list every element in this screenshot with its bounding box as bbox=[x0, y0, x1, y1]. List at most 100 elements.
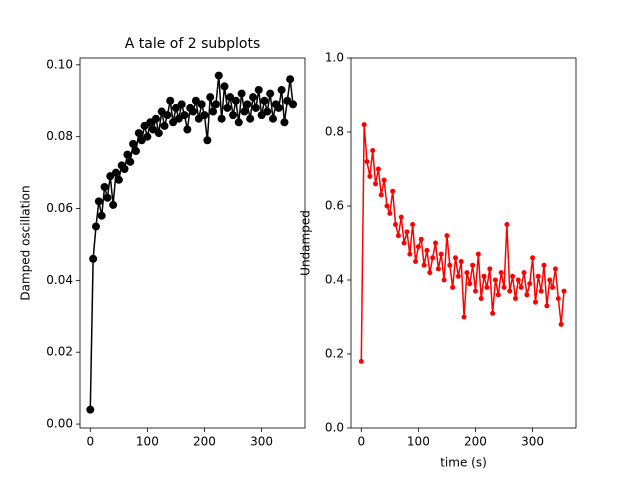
marker bbox=[461, 314, 467, 320]
y-tick-label: 0.6 bbox=[325, 199, 344, 213]
y-tick-label: 0.02 bbox=[46, 345, 73, 359]
marker bbox=[395, 233, 401, 239]
marker bbox=[561, 288, 567, 294]
chart-title: A tale of 2 subplots bbox=[125, 36, 261, 52]
marker bbox=[203, 136, 212, 145]
series-line bbox=[89, 75, 294, 410]
marker bbox=[131, 147, 140, 156]
marker bbox=[384, 203, 390, 209]
marker bbox=[123, 150, 132, 159]
marker bbox=[234, 118, 243, 127]
marker bbox=[97, 211, 106, 220]
marker bbox=[277, 85, 286, 94]
marker bbox=[154, 129, 163, 138]
marker bbox=[174, 114, 183, 123]
marker bbox=[510, 273, 516, 279]
x-axis-label: time (s) bbox=[440, 456, 487, 470]
x-tick-label: 0 bbox=[357, 435, 365, 449]
marker bbox=[266, 89, 275, 98]
marker bbox=[430, 255, 436, 261]
marker bbox=[504, 222, 510, 227]
marker bbox=[214, 71, 223, 80]
marker bbox=[404, 229, 410, 235]
marker bbox=[103, 193, 112, 202]
y-tick-label: 0.8 bbox=[325, 125, 344, 139]
marker bbox=[481, 273, 487, 279]
marker bbox=[146, 118, 155, 127]
marker bbox=[547, 277, 553, 283]
marker bbox=[444, 233, 450, 239]
marker bbox=[487, 266, 493, 272]
marker bbox=[91, 222, 100, 231]
marker bbox=[390, 188, 396, 194]
marker bbox=[530, 255, 536, 261]
marker bbox=[263, 107, 272, 116]
marker bbox=[166, 96, 175, 105]
y-tick-label: 0.00 bbox=[46, 417, 73, 431]
marker bbox=[120, 165, 129, 173]
marker bbox=[111, 168, 120, 177]
marker bbox=[484, 284, 490, 290]
marker bbox=[229, 111, 238, 120]
marker bbox=[106, 172, 115, 181]
marker bbox=[151, 114, 160, 123]
marker bbox=[501, 284, 507, 290]
y-axis-label: Undamped bbox=[299, 210, 313, 276]
marker bbox=[535, 273, 541, 279]
marker bbox=[393, 222, 399, 227]
marker bbox=[197, 100, 206, 109]
marker bbox=[86, 405, 95, 414]
marker bbox=[134, 129, 143, 138]
marker bbox=[231, 96, 240, 105]
marker bbox=[421, 262, 427, 268]
x-tick-label: 300 bbox=[250, 435, 273, 449]
y-tick-label: 0.08 bbox=[46, 129, 73, 143]
marker bbox=[467, 281, 473, 287]
marker bbox=[427, 270, 433, 276]
marker bbox=[527, 281, 533, 287]
marker bbox=[246, 114, 255, 123]
marker bbox=[149, 125, 158, 134]
marker bbox=[458, 259, 464, 264]
marker bbox=[492, 277, 498, 283]
marker bbox=[109, 200, 118, 209]
marker bbox=[183, 125, 192, 134]
y-tick-label: 0.06 bbox=[46, 201, 73, 215]
y-tick-label: 0.10 bbox=[46, 57, 73, 71]
y-tick-label: 0.2 bbox=[325, 347, 344, 361]
marker bbox=[260, 96, 269, 105]
marker bbox=[413, 259, 419, 264]
marker bbox=[407, 251, 413, 257]
marker bbox=[550, 284, 556, 290]
marker bbox=[532, 299, 538, 305]
marker bbox=[555, 296, 561, 301]
x-tick-label: 200 bbox=[193, 435, 216, 449]
marker bbox=[490, 310, 496, 316]
marker bbox=[280, 118, 289, 127]
marker bbox=[209, 107, 218, 116]
marker bbox=[217, 114, 226, 123]
marker bbox=[364, 159, 370, 165]
y-tick-label: 1.0 bbox=[325, 51, 344, 65]
marker bbox=[157, 107, 166, 116]
marker bbox=[249, 93, 258, 102]
marker bbox=[544, 303, 550, 309]
axes-frame bbox=[79, 57, 306, 429]
marker bbox=[143, 132, 152, 141]
marker bbox=[180, 111, 189, 120]
marker bbox=[254, 85, 263, 94]
marker bbox=[441, 277, 447, 283]
marker bbox=[358, 358, 364, 364]
marker bbox=[269, 114, 278, 123]
marker bbox=[521, 270, 527, 276]
marker bbox=[524, 292, 530, 298]
marker bbox=[361, 122, 367, 128]
marker bbox=[191, 96, 200, 105]
marker bbox=[283, 96, 292, 105]
marker bbox=[194, 114, 203, 123]
marker bbox=[558, 321, 564, 327]
marker bbox=[171, 103, 180, 112]
marker bbox=[447, 262, 453, 268]
x-tick-label: 100 bbox=[136, 435, 159, 449]
